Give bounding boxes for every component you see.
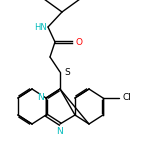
Text: S: S [64, 68, 70, 76]
Text: Cl: Cl [123, 93, 132, 103]
Text: HN: HN [34, 23, 47, 32]
Text: N: N [57, 127, 63, 136]
Text: N: N [37, 93, 44, 103]
Text: O: O [76, 37, 83, 47]
